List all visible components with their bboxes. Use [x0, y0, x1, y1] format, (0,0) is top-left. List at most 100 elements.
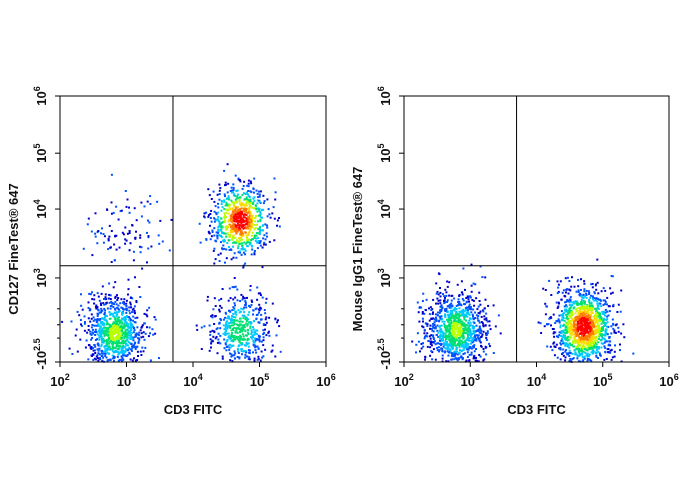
event-point [239, 227, 242, 230]
event-point [215, 212, 218, 215]
event-point [450, 299, 453, 302]
event-point [489, 328, 492, 331]
event-point [546, 345, 549, 348]
event-point [244, 249, 247, 252]
event-point [222, 244, 225, 247]
event-point [147, 335, 150, 338]
event-point [448, 348, 451, 351]
event-point [234, 352, 237, 355]
event-point [549, 316, 552, 319]
event-point [592, 296, 595, 299]
event-point [430, 309, 433, 311]
event-point [255, 237, 258, 240]
event-point [210, 341, 213, 344]
event-point [247, 345, 250, 348]
event-point [585, 296, 588, 299]
event-point [142, 335, 145, 338]
event-point [569, 299, 572, 302]
event-point [124, 242, 127, 245]
event-point [253, 191, 255, 194]
event-point [203, 325, 206, 328]
event-point [116, 348, 119, 350]
event-point [114, 317, 117, 319]
event-point [568, 360, 571, 363]
event-point [604, 324, 607, 327]
event-point [439, 324, 442, 327]
event-point [572, 342, 575, 345]
x-axis-ticks: 102 103 104 105 106 [50, 362, 336, 389]
event-point [456, 333, 459, 336]
event-point [103, 340, 106, 342]
event-point [563, 294, 566, 297]
event-point [576, 357, 579, 360]
event-point [467, 306, 470, 309]
event-point [229, 223, 232, 226]
event-point [101, 227, 103, 230]
event-point [258, 303, 261, 306]
event-point [580, 306, 583, 309]
event-point [424, 358, 426, 361]
event-point [610, 348, 613, 351]
event-point [561, 316, 564, 319]
event-point [613, 350, 616, 353]
event-point [104, 293, 107, 296]
event-point [415, 351, 417, 354]
event-point [121, 326, 124, 329]
event-point [447, 346, 450, 349]
event-point [484, 324, 487, 327]
event-point [443, 351, 446, 354]
event-point [439, 330, 442, 332]
event-point [223, 199, 226, 202]
event-point [107, 248, 110, 251]
event-point [446, 301, 449, 303]
event-point [253, 177, 256, 180]
event-point [587, 322, 590, 325]
event-point [432, 335, 435, 338]
event-point [254, 205, 257, 208]
event-point [608, 336, 611, 338]
event-point [242, 338, 245, 340]
event-point [462, 267, 465, 270]
event-point [93, 302, 96, 305]
event-point [460, 333, 463, 336]
event-point [235, 313, 238, 316]
event-point [108, 282, 111, 285]
event-point [250, 336, 253, 339]
event-point [575, 318, 578, 321]
event-point [601, 333, 604, 336]
event-point [584, 348, 586, 351]
event-point [102, 330, 105, 333]
event-point [92, 332, 95, 335]
event-point [215, 335, 218, 338]
event-point [262, 243, 265, 246]
event-point [600, 305, 603, 308]
event-point [474, 357, 477, 359]
event-point [101, 317, 104, 320]
event-point [91, 337, 94, 339]
event-point [585, 331, 588, 334]
event-point [459, 349, 461, 352]
event-point [560, 318, 563, 321]
event-point [138, 338, 141, 341]
event-point [604, 346, 607, 349]
event-point [604, 303, 606, 306]
event-point [245, 306, 248, 309]
event-point [266, 215, 269, 218]
event-point [125, 342, 128, 345]
event-point [466, 327, 469, 330]
event-point [454, 328, 457, 330]
event-point [605, 331, 608, 334]
event-point [236, 319, 239, 322]
event-point [568, 337, 571, 340]
event-point [546, 323, 549, 326]
event-point [113, 359, 115, 362]
event-point [619, 310, 622, 313]
event-point [244, 344, 246, 347]
event-point [90, 313, 93, 316]
event-point [81, 308, 84, 311]
event-point [479, 341, 482, 344]
event-point [118, 352, 121, 355]
event-point [122, 342, 125, 345]
event-point [583, 342, 586, 345]
